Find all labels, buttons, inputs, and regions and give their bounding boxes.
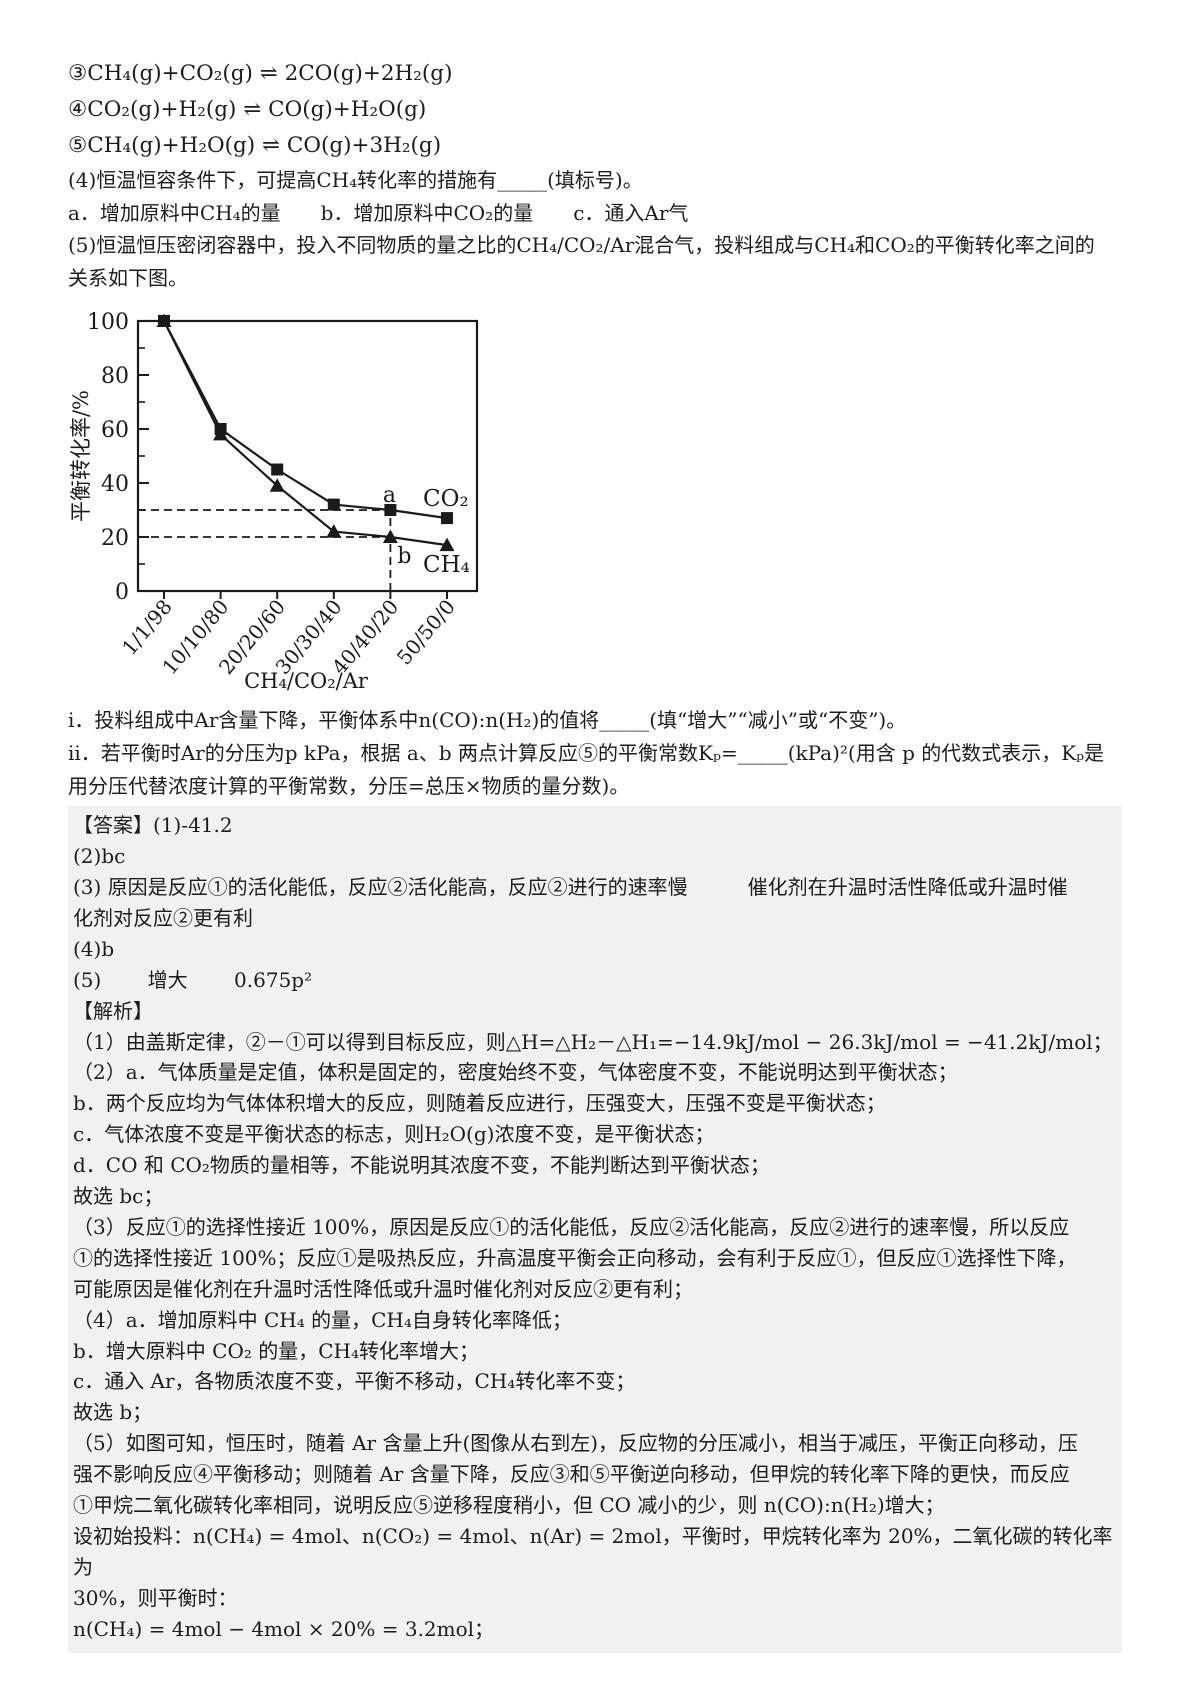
analysis-line: （4）a．增加原料中 CH₄ 的量，CH₄自身转化率降低； [73, 1307, 572, 1332]
analysis-line: 故选 b； [73, 1400, 153, 1425]
analysis-heading: 【解析】 [73, 998, 153, 1023]
analysis-line: （3）反应①的选择性接近 100%，原因是反应①的活化能低，反应②活化能高，反应… [73, 1214, 1070, 1239]
data-point-square [384, 504, 397, 517]
series-label-ch4: CH₄ [423, 552, 470, 578]
data-point-triangle [382, 529, 398, 544]
y-axis-label: 平衡转化率/% [69, 390, 93, 522]
data-point-square [327, 498, 340, 511]
question-5-ii-line: ii．若平衡时Ar的分压为p kPa，根据 a、b 两点计算反应⑤的平衡常数Kₚ… [68, 740, 1105, 765]
data-point-triangle [269, 478, 285, 493]
x-axis-label: CH₄/CO₂/Ar [244, 669, 369, 693]
analysis-line: c．气体浓度不变是平衡状态的标志，则H₂O(g)浓度不变，是平衡状态； [73, 1122, 715, 1147]
analysis-line: d．CO 和 CO₂物质的量相等，不能说明其浓度不变，不能判断达到平衡状态； [73, 1153, 770, 1178]
question-5-line: (5)恒温恒压密闭容器中，投入不同物质的量之比的CH₄/CO₂/Ar混合气，投料… [68, 233, 1095, 258]
analysis-line: （5）如图可知，恒压时，随着 Ar 含量上升(图像从右到左)，反应物的分压减小，… [73, 1431, 1079, 1456]
analysis-line: b．两个反应均为气体体积增大的反应，则随着反应进行，压强变大，压强不变是平衡状态… [73, 1091, 886, 1116]
analysis-line: c．通入 Ar，各物质浓度不变，平衡不移动，CH₄转化率不变； [73, 1369, 636, 1394]
analysis-line: （1）由盖斯定律，②－①可以得到目标反应，则△H=△H₂－△H₁=−14.9kJ… [73, 1029, 1113, 1054]
point-label-a: a [383, 483, 396, 508]
analysis-line: 可能原因是催化剂在升温时活性降低或升温时催化剂对反应②更有利； [73, 1276, 693, 1301]
data-point-triangle [213, 427, 229, 441]
analysis-line: 故选 bc； [73, 1184, 164, 1209]
question-5-ii-line-cont: 用分压代替浓度计算的平衡常数，分压=总压×物质的量分数)。 [68, 773, 630, 798]
analysis-line: ①的选择性接近 100%；反应①是吸热反应，升高温度平衡会正向移动，会有利于反应… [73, 1245, 1077, 1270]
y-tick-label: 60 [101, 418, 129, 443]
answer-line: (3) 原因是反应①的活化能低，反应②活化能高，反应②进行的速率慢 催化剂在升温… [73, 874, 1068, 899]
y-tick-label: 40 [101, 472, 129, 497]
analysis-line: n(CH₄) = 4mol − 4mol × 20% = 3.2mol； [73, 1616, 495, 1641]
series-line-ch4 [163, 320, 448, 547]
equation-line-4: ④CO₂(g)+H₂(g) ⇌ CO(g)+H₂O(g) [68, 97, 427, 122]
y-tick-label: 100 [87, 310, 129, 335]
y-tick-label: 20 [101, 526, 129, 551]
equilibrium-conversion-chart: 0204060801001/1/9810/10/8020/20/6030/30/… [69, 310, 479, 693]
answer-line: (5) 增大 0.675p² [73, 967, 313, 992]
analysis-line: 设初始投料：n(CH₄) = 4mol、n(CO₂) = 4mol、n(Ar) … [73, 1524, 1113, 1579]
question-4-options-line: a．增加原料中CH₄的量 b．增加原料中CO₂的量 c．通入Ar气 [68, 200, 689, 225]
answer-line: 化剂对反应②更有利 [73, 905, 253, 930]
question-5-line-cont: 关系如下图。 [68, 265, 188, 290]
analysis-line: 强不影响反应④平衡移动；则随着 Ar 含量下降，反应③和⑤平衡逆向移动，但甲烷的… [73, 1462, 1070, 1487]
data-point-square [441, 512, 453, 525]
analysis-line: （2）a．气体质量是定值，体积是固定的，密度始终不变，气体密度不变，不能说明达到… [73, 1060, 958, 1085]
point-label-b: b [397, 544, 411, 569]
data-point-triangle [326, 524, 342, 538]
series-line-co2 [163, 320, 448, 520]
series-label-co2: CO₂ [423, 486, 469, 512]
data-point-square [271, 463, 284, 476]
answer-section: 【答案】(1)-41.2 (2)bc (3) 原因是反应①的活化能低，反应②活化… [68, 806, 1122, 1653]
plot-frame [136, 320, 479, 593]
analysis-line: ①甲烷二氧化碳转化率相同，说明反应⑤逆移程度稍小，但 CO 减小的少，则 n(C… [73, 1493, 945, 1518]
analysis-line: 30%，则平衡时： [73, 1585, 238, 1610]
equation-line-5: ⑤CH₄(g)+H₂O(g) ⇌ CO(g)+3H₂(g) [68, 133, 442, 158]
x-tick-label: 50/50/0 [392, 595, 460, 669]
chart-figure: 0 20 40 60 80 100 1/1/98 10/10/80 20/20/60 30/30/… [66, 296, 486, 696]
equation-line-3: ③CH₄(g)+CO₂(g) ⇌ 2CO(g)+2H₂(g) [68, 61, 453, 86]
data-point-triangle [156, 313, 172, 328]
answer-line: 【答案】(1)-41.2 [73, 813, 233, 838]
answer-line: (4)b [73, 936, 115, 961]
y-tick-label: 80 [101, 364, 129, 389]
answer-line: (2)bc [73, 844, 126, 869]
question-5-i-line: i．投料组成中Ar含量下降，平衡体系中n(CO):n(H₂)的值将_____(填… [68, 708, 907, 733]
data-point-triangle [439, 537, 455, 552]
question-4-line: (4)恒温恒容条件下，可提高CH₄转化率的措施有_____(填标号)。 [68, 168, 643, 192]
y-tick-label: 0 [115, 580, 129, 605]
analysis-line: b．增大原料中 CO₂ 的量，CH₄转化率增大； [73, 1338, 479, 1363]
